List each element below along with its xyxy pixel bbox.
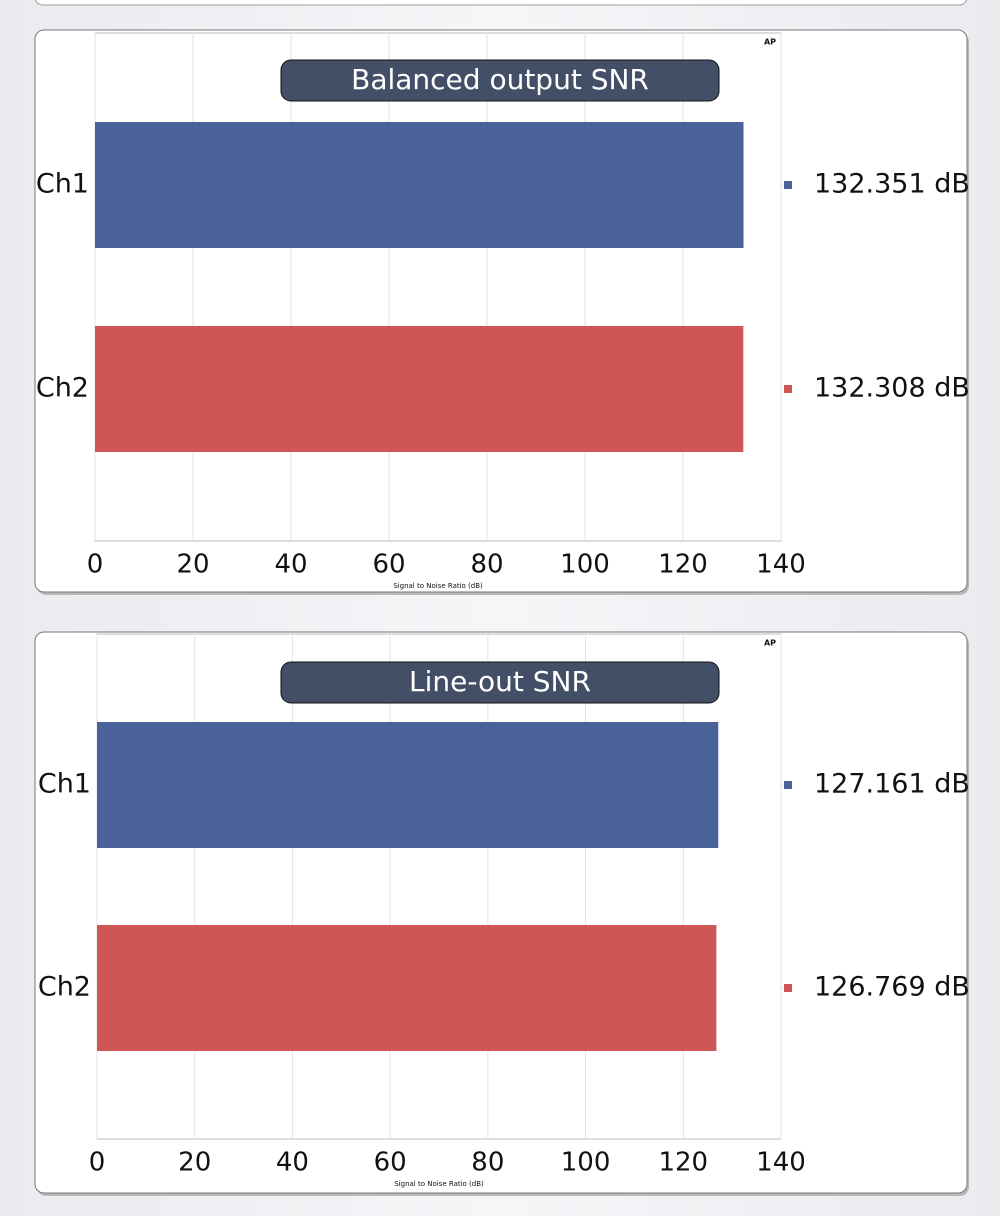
category-label: Ch1 [38,769,91,800]
bar [97,722,719,848]
x-tick-label: 140 [756,550,806,580]
category-label: Ch2 [38,972,91,1003]
ap-logo: AP [764,639,776,648]
value-label: 132.351 dB [814,169,970,200]
bar [95,326,744,452]
x-tick-label: 100 [561,1148,611,1178]
x-tick-label: 140 [756,1148,806,1178]
label-marker [784,385,792,393]
category-label: Ch1 [36,169,89,200]
x-tick-label: 80 [470,550,503,580]
bar [97,925,717,1051]
x-tick-label: 20 [178,1148,211,1178]
x-tick-label: 120 [658,1148,708,1178]
x-tick-label: 60 [374,1148,407,1178]
value-label: 126.769 dB [814,972,970,1003]
x-tick-label: 20 [176,550,209,580]
chart-title: Line-out SNR [409,665,591,698]
x-tick-label: 0 [87,550,104,580]
ap-logo: AP [764,38,776,47]
x-tick-label: 100 [560,550,610,580]
x-tick-label: 40 [274,550,307,580]
x-tick-label: 40 [276,1148,309,1178]
previous-panel [34,0,968,6]
value-label: 132.308 dB [814,373,970,404]
category-label: Ch2 [36,373,89,404]
label-marker [784,781,792,789]
x-axis-label: Signal to Noise Ratio (dB) [394,1180,484,1188]
bar [95,122,744,248]
x-tick-label: 60 [372,550,405,580]
x-axis-label: Signal to Noise Ratio (dB) [393,582,483,590]
x-tick-label: 0 [89,1148,106,1178]
chart-title: Balanced output SNR [351,63,649,96]
plot-area [96,633,782,1140]
title-box [280,59,720,102]
value-label: 127.161 dB [814,769,970,800]
label-marker [784,984,792,992]
x-tick-label: 120 [658,550,708,580]
title-box [280,661,720,704]
label-marker [784,181,792,189]
x-tick-label: 80 [471,1148,504,1178]
plot-area [94,32,782,542]
